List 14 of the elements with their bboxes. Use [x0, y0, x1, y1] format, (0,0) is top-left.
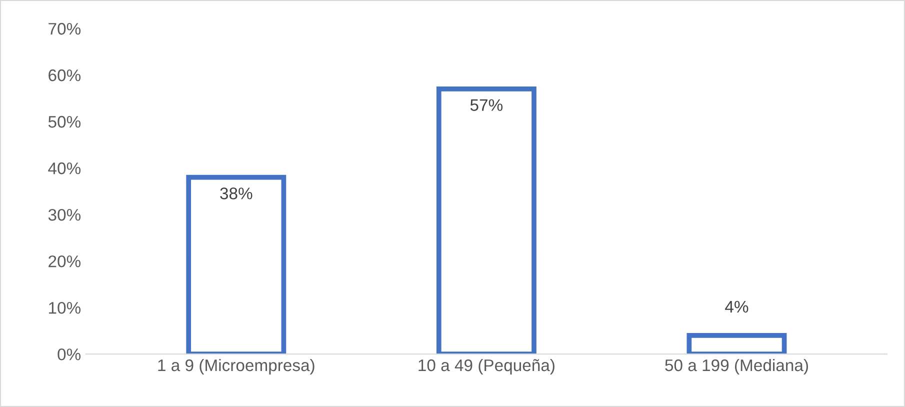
x-tick-label: 50 a 199 (Mediana) [665, 358, 808, 374]
y-tick-label: 60% [48, 69, 81, 82]
data-label: 38% [220, 188, 252, 200]
x-tick-label: 10 a 49 (Pequeña) [418, 358, 554, 374]
data-label: 57% [470, 99, 503, 111]
y-tick-label: 30% [48, 208, 81, 221]
x-tick-label: 1 a 9 (Microempresa) [158, 358, 314, 374]
y-tick-label: 20% [48, 255, 81, 268]
y-tick-label: 40% [48, 162, 81, 174]
y-tick-label: 0% [58, 348, 81, 360]
y-tick-label: 50% [48, 116, 81, 128]
y-tick-label: 10% [49, 302, 81, 314]
y-tick-label: 70% [48, 22, 81, 35]
data-label: 4% [725, 300, 748, 313]
